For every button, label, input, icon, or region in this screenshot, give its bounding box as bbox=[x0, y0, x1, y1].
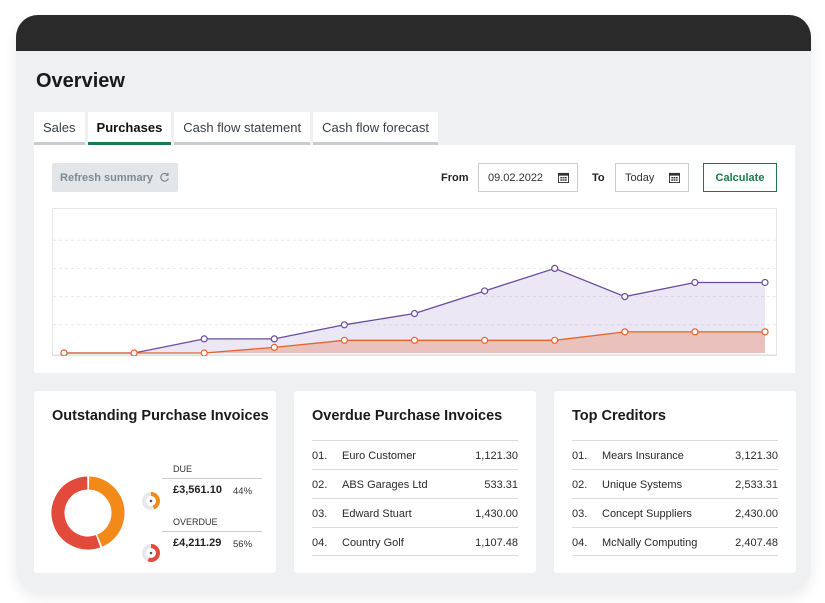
series-1-point bbox=[691, 278, 699, 287]
invoice-name: Country Golf bbox=[342, 537, 404, 549]
overdue-amount: £4,211.29 bbox=[173, 537, 222, 549]
series-1-point bbox=[621, 292, 629, 301]
top-creditors-card: Top Creditors 01. Mears Insurance 3,121.… bbox=[554, 391, 796, 573]
list-item[interactable]: 01. Euro Customer 1,121.30 bbox=[312, 440, 518, 469]
invoice-name: ABS Garages Ltd bbox=[342, 479, 428, 491]
creditor-amount: 2,430.00 bbox=[735, 508, 778, 520]
rank: 01. bbox=[312, 450, 328, 462]
invoice-name: Euro Customer bbox=[342, 450, 416, 462]
from-date-value: 09.02.2022 bbox=[488, 171, 544, 184]
series-1-point bbox=[270, 335, 278, 343]
top-creditors-title: Top Creditors bbox=[572, 408, 666, 424]
overdue-mini-arc bbox=[142, 544, 160, 562]
due-divider bbox=[162, 478, 262, 479]
series-2-point bbox=[481, 336, 489, 344]
calculate-button[interactable]: Calculate bbox=[703, 163, 777, 192]
invoice-amount: 1,430.00 bbox=[475, 508, 518, 520]
series-2-point bbox=[130, 349, 138, 356]
rank: 04. bbox=[572, 537, 588, 549]
due-mini-donut bbox=[142, 492, 160, 510]
refresh-summary-label: Refresh summary bbox=[60, 171, 153, 184]
calendar-icon[interactable] bbox=[669, 172, 680, 183]
series-2-point bbox=[691, 328, 699, 336]
series-1-point bbox=[551, 264, 559, 273]
app-frame: Overview Sales Purchases Cash flow state… bbox=[16, 15, 811, 591]
invoice-amount: 1,121.30 bbox=[475, 450, 518, 462]
list-item[interactable]: 04. McNally Computing 2,407.48 bbox=[572, 527, 778, 556]
calendar-icon[interactable] bbox=[558, 172, 569, 183]
series-1-area bbox=[64, 268, 765, 353]
creditor-name: Concept Suppliers bbox=[602, 508, 692, 520]
overdue-percent: 56% bbox=[233, 539, 253, 550]
from-label: From bbox=[441, 172, 469, 184]
invoice-amount: 1,107.48 bbox=[475, 537, 518, 549]
page-title: Overview bbox=[36, 70, 125, 92]
invoice-amount: 533.31 bbox=[484, 479, 518, 491]
outstanding-invoices-title: Outstanding Purchase Invoices bbox=[52, 408, 269, 424]
due-percent: 44% bbox=[233, 486, 253, 497]
series-1-point bbox=[340, 321, 348, 329]
series-1-point bbox=[410, 309, 419, 318]
series-1-point bbox=[761, 278, 769, 287]
overdue-invoices-title: Overdue Purchase Invoices bbox=[312, 408, 503, 424]
list-item[interactable]: 02. ABS Garages Ltd 533.31 bbox=[312, 469, 518, 498]
overdue-label: OVERDUE bbox=[173, 517, 218, 527]
list-item[interactable]: 03. Concept Suppliers 2,430.00 bbox=[572, 498, 778, 527]
summary-panel: Refresh summary From 09.02.2022 To Today bbox=[34, 145, 795, 373]
tab-sales[interactable]: Sales bbox=[34, 112, 85, 145]
series-2-point bbox=[200, 349, 208, 356]
tab-bar: Sales Purchases Cash flow statement Cash… bbox=[34, 112, 441, 145]
rank: 03. bbox=[572, 508, 588, 520]
tab-purchases[interactable]: Purchases bbox=[87, 112, 172, 145]
rank: 01. bbox=[572, 450, 588, 462]
series-1-point bbox=[200, 335, 208, 343]
overdue-slice bbox=[51, 476, 125, 550]
list-item[interactable]: 04. Country Golf 1,107.48 bbox=[312, 527, 518, 556]
creditor-name: Unique Systems bbox=[602, 479, 683, 491]
series-2-point bbox=[551, 336, 559, 344]
to-date-value: Today bbox=[625, 171, 655, 184]
refresh-icon bbox=[160, 172, 169, 182]
to-date-field[interactable]: Today bbox=[615, 163, 689, 192]
series-2-point bbox=[761, 328, 769, 336]
rank: 02. bbox=[572, 479, 588, 491]
due-mini-center bbox=[149, 499, 153, 503]
to-label: To bbox=[592, 172, 605, 184]
series-1-point bbox=[481, 287, 489, 295]
tab-cash-flow-forecast[interactable]: Cash flow forecast bbox=[313, 112, 439, 145]
series-2-point bbox=[621, 328, 629, 336]
creditor-name: McNally Computing bbox=[602, 537, 698, 549]
rank: 02. bbox=[312, 479, 328, 491]
purchases-area-chart bbox=[52, 208, 777, 356]
rank: 03. bbox=[312, 508, 328, 520]
tab-cash-flow-statement[interactable]: Cash flow statement bbox=[174, 112, 311, 145]
list-item[interactable]: 03. Edward Stuart 1,430.00 bbox=[312, 498, 518, 527]
overdue-mini-center bbox=[149, 551, 153, 555]
overdue-divider bbox=[162, 531, 262, 532]
due-mini-arc bbox=[142, 492, 160, 510]
refresh-summary-button[interactable]: Refresh summary bbox=[52, 163, 178, 192]
window-top-bar bbox=[16, 15, 811, 51]
creditor-amount: 2,407.48 bbox=[735, 537, 778, 549]
outstanding-donut-chart bbox=[51, 476, 125, 550]
from-date-field[interactable]: 09.02.2022 bbox=[478, 163, 578, 192]
creditor-amount: 3,121.30 bbox=[735, 450, 778, 462]
rank: 04. bbox=[312, 537, 328, 549]
list-item[interactable]: 01. Mears Insurance 3,121.30 bbox=[572, 440, 778, 469]
series-2-point bbox=[270, 343, 278, 351]
series-2-point bbox=[340, 336, 348, 344]
creditor-amount: 2,533.31 bbox=[735, 479, 778, 491]
list-item[interactable]: 02. Unique Systems 2,533.31 bbox=[572, 469, 778, 498]
due-label: DUE bbox=[173, 464, 193, 474]
overdue-invoices-card: Overdue Purchase Invoices 01. Euro Custo… bbox=[294, 391, 536, 573]
overdue-mini-donut bbox=[142, 544, 160, 562]
outstanding-invoices-card: Outstanding Purchase Invoices DUE £3,561… bbox=[34, 391, 276, 573]
series-2-point bbox=[410, 336, 419, 344]
due-amount: £3,561.10 bbox=[173, 484, 222, 496]
series-2-point bbox=[60, 349, 68, 356]
invoice-name: Edward Stuart bbox=[342, 508, 412, 520]
creditor-name: Mears Insurance bbox=[602, 450, 684, 462]
